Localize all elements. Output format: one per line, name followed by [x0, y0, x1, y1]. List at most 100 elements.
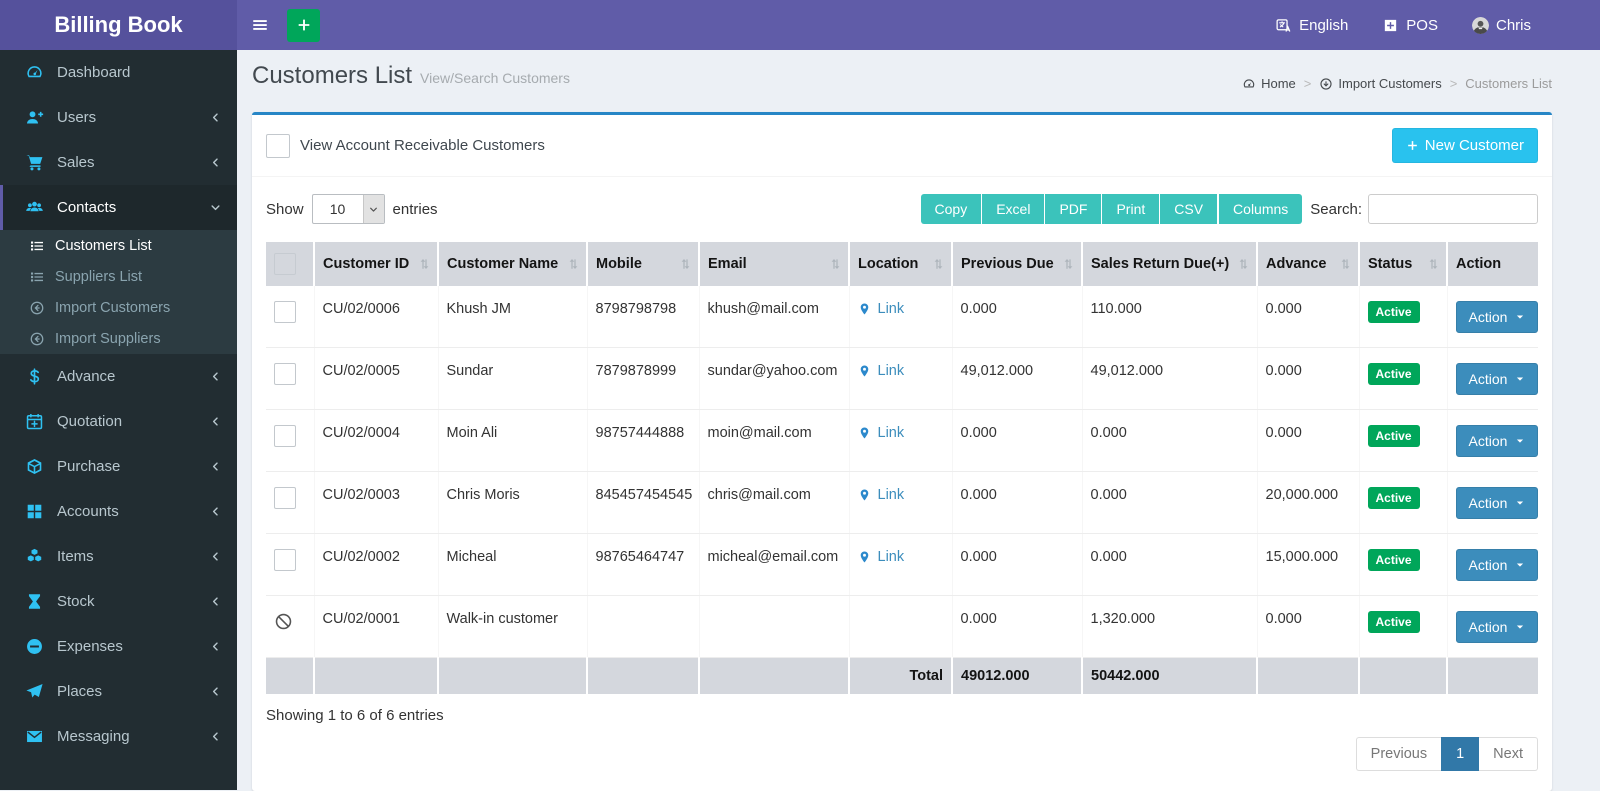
- sidebar-subitem-customers-list[interactable]: Customers List: [0, 230, 237, 261]
- sidebar-item-accounts[interactable]: Accounts: [0, 489, 237, 534]
- row-checkbox[interactable]: [274, 301, 296, 323]
- sidebar-item-users[interactable]: Users: [0, 95, 237, 140]
- export-copy-button[interactable]: Copy: [921, 194, 983, 224]
- sort-icon[interactable]: [1426, 257, 1441, 272]
- pos-menu[interactable]: POS: [1365, 0, 1455, 50]
- sidebar-item-stock[interactable]: Stock: [0, 579, 237, 624]
- caret-down-icon: [1515, 374, 1525, 384]
- action-button[interactable]: Action: [1456, 425, 1539, 457]
- box-header: View Account Receivable Customers New Cu…: [252, 115, 1552, 177]
- sort-icon[interactable]: [417, 257, 432, 272]
- sidebar-item-expenses[interactable]: Expenses: [0, 624, 237, 669]
- action-button[interactable]: Action: [1456, 363, 1539, 395]
- new-customer-button[interactable]: New Customer: [1392, 128, 1538, 163]
- action-button[interactable]: Action: [1456, 549, 1539, 581]
- avatar: [1472, 17, 1489, 34]
- user-menu[interactable]: Chris: [1455, 0, 1548, 50]
- chevron-left-icon: [209, 415, 222, 428]
- column-header-customer-id[interactable]: Customer ID: [314, 242, 438, 286]
- export-csv-button[interactable]: CSV: [1160, 194, 1218, 224]
- row-checkbox[interactable]: [274, 425, 296, 447]
- sidebar-item-sales[interactable]: Sales: [0, 140, 237, 185]
- location-link[interactable]: Link: [858, 301, 905, 317]
- column-header-status[interactable]: Status: [1359, 242, 1447, 286]
- sidebar-subitem-import-customers[interactable]: Import Customers: [0, 292, 237, 323]
- select-all-header[interactable]: [266, 242, 314, 286]
- sort-icon[interactable]: [1236, 257, 1251, 272]
- column-header-sales-return-due[interactable]: Sales Return Due(+): [1082, 242, 1257, 286]
- breadcrumb-home[interactable]: Home: [1242, 76, 1296, 91]
- row-checkbox[interactable]: [274, 363, 296, 385]
- previous-page-button[interactable]: Previous: [1356, 737, 1441, 771]
- cell-action: Action: [1447, 410, 1538, 472]
- sort-icon[interactable]: [678, 257, 693, 272]
- action-button[interactable]: Action: [1456, 611, 1539, 643]
- circle-arrow-icon: [29, 300, 45, 316]
- sidebar-subitem-suppliers-list[interactable]: Suppliers List: [0, 261, 237, 292]
- next-page-button[interactable]: Next: [1479, 737, 1538, 771]
- hourglass-icon: [25, 592, 44, 611]
- sidebar-item-items[interactable]: Items: [0, 534, 237, 579]
- sidebar-toggle-button[interactable]: [237, 0, 283, 50]
- table-row: CU/02/0004Moin Ali98757444888moin@mail.c…: [266, 410, 1538, 472]
- language-label: English: [1299, 17, 1348, 34]
- export-pdf-button[interactable]: PDF: [1045, 194, 1102, 224]
- column-header-label: Location: [858, 256, 918, 272]
- action-button[interactable]: Action: [1456, 301, 1539, 333]
- sort-icon[interactable]: [1338, 257, 1353, 272]
- location-link[interactable]: Link: [858, 487, 905, 503]
- sidebar-item-label: Purchase: [57, 458, 120, 475]
- cell-sales-return-due: 110.000: [1082, 286, 1257, 348]
- column-header-label: Action: [1456, 256, 1501, 272]
- column-header-email[interactable]: Email: [699, 242, 849, 286]
- view-ar-customers-checkbox[interactable]: [266, 134, 290, 158]
- action-button[interactable]: Action: [1456, 487, 1539, 519]
- export-excel-button[interactable]: Excel: [982, 194, 1045, 224]
- export-print-button[interactable]: Print: [1102, 194, 1160, 224]
- row-checkbox[interactable]: [274, 549, 296, 571]
- location-link[interactable]: Link: [858, 363, 905, 379]
- total-empty-cell: [1359, 658, 1447, 695]
- sort-icon[interactable]: [1061, 257, 1076, 272]
- sidebar-item-quotation[interactable]: Quotation: [0, 399, 237, 444]
- cart-icon: [25, 153, 44, 172]
- sidebar-subitem-import-suppliers[interactable]: Import Suppliers: [0, 323, 237, 354]
- page-1-button[interactable]: 1: [1441, 737, 1479, 771]
- map-marker-icon: [858, 487, 871, 503]
- sidebar-item-advance[interactable]: Advance: [0, 354, 237, 399]
- sort-icon[interactable]: [828, 257, 843, 272]
- cell-action: Action: [1447, 286, 1538, 348]
- column-header-location[interactable]: Location: [849, 242, 952, 286]
- sort-icon[interactable]: [566, 257, 581, 272]
- column-header-label: Previous Due: [961, 256, 1054, 272]
- sidebar-item-purchase[interactable]: Purchase: [0, 444, 237, 489]
- location-link[interactable]: Link: [858, 549, 905, 565]
- sidebar-item-label: Quotation: [57, 413, 122, 430]
- chevron-left-icon: [209, 595, 222, 608]
- location-link-label: Link: [878, 425, 905, 441]
- search-input[interactable]: [1368, 194, 1538, 224]
- cell-previous-due: 0.000: [952, 534, 1082, 596]
- breadcrumb-import-customers[interactable]: Import Customers: [1319, 76, 1441, 91]
- plus-icon: [296, 17, 312, 33]
- row-checkbox[interactable]: [274, 487, 296, 509]
- column-header-mobile[interactable]: Mobile: [587, 242, 699, 286]
- column-header-previous-due[interactable]: Previous Due: [952, 242, 1082, 286]
- location-link[interactable]: Link: [858, 425, 905, 441]
- view-ar-customers-label: View Account Receivable Customers: [300, 137, 545, 154]
- sidebar-item-contacts[interactable]: Contacts: [0, 185, 237, 230]
- select-all-checkbox[interactable]: [274, 253, 296, 275]
- page-size-select[interactable]: 10: [312, 194, 385, 224]
- cell-status: Active: [1359, 472, 1447, 534]
- sidebar-item-dashboard[interactable]: Dashboard: [0, 50, 237, 95]
- column-header-customer-name[interactable]: Customer Name: [438, 242, 587, 286]
- column-header-advance[interactable]: Advance: [1257, 242, 1359, 286]
- cell-advance: 0.000: [1257, 286, 1359, 348]
- quick-add-button[interactable]: [287, 9, 320, 42]
- sidebar-item-messaging[interactable]: Messaging: [0, 714, 237, 759]
- app-logo[interactable]: Billing Book: [0, 0, 237, 50]
- sort-icon[interactable]: [931, 257, 946, 272]
- language-menu[interactable]: English: [1258, 0, 1365, 50]
- export-columns-button[interactable]: Columns: [1219, 194, 1302, 224]
- sidebar-item-places[interactable]: Places: [0, 669, 237, 714]
